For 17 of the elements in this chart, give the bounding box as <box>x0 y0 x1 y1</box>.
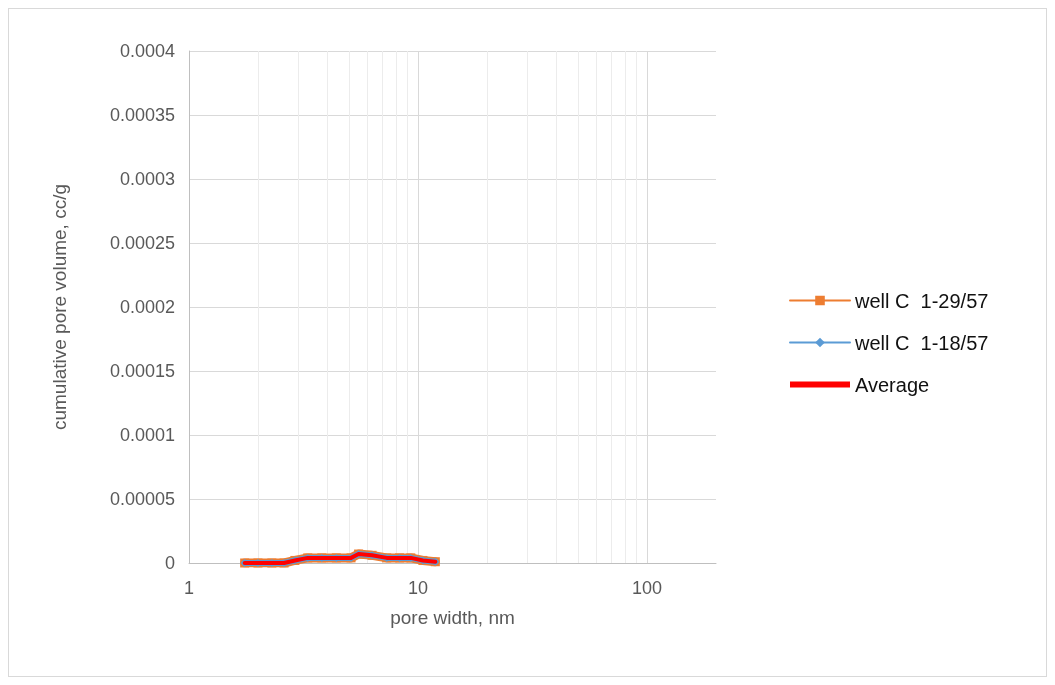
legend-label: well C 1-18/57 <box>854 331 989 354</box>
y-tick-label: 0.0004 <box>119 41 175 61</box>
legend-label: well C 1-29/57 <box>854 289 989 312</box>
y-tick-label: 0.00015 <box>109 361 175 381</box>
y-tick-label: 0.0001 <box>119 425 175 445</box>
x-axis-title: pore width, nm <box>390 607 515 628</box>
y-tick-label: 0.0003 <box>119 169 175 189</box>
x-tick-label: 10 <box>408 578 429 598</box>
y-tick-label: 0.00035 <box>109 105 175 125</box>
y-axis-title: cumulative pore volume, cc/g <box>49 183 70 431</box>
y-tick-label: 0.00025 <box>109 233 175 253</box>
y-tick-label: 0.0002 <box>119 297 175 317</box>
y-tick-label: 0 <box>164 553 175 573</box>
x-tick-label: 100 <box>632 578 663 598</box>
legend-label: Average <box>855 373 930 396</box>
x-tick-label: 1 <box>183 578 195 598</box>
y-tick-label: 0.00005 <box>109 489 175 509</box>
